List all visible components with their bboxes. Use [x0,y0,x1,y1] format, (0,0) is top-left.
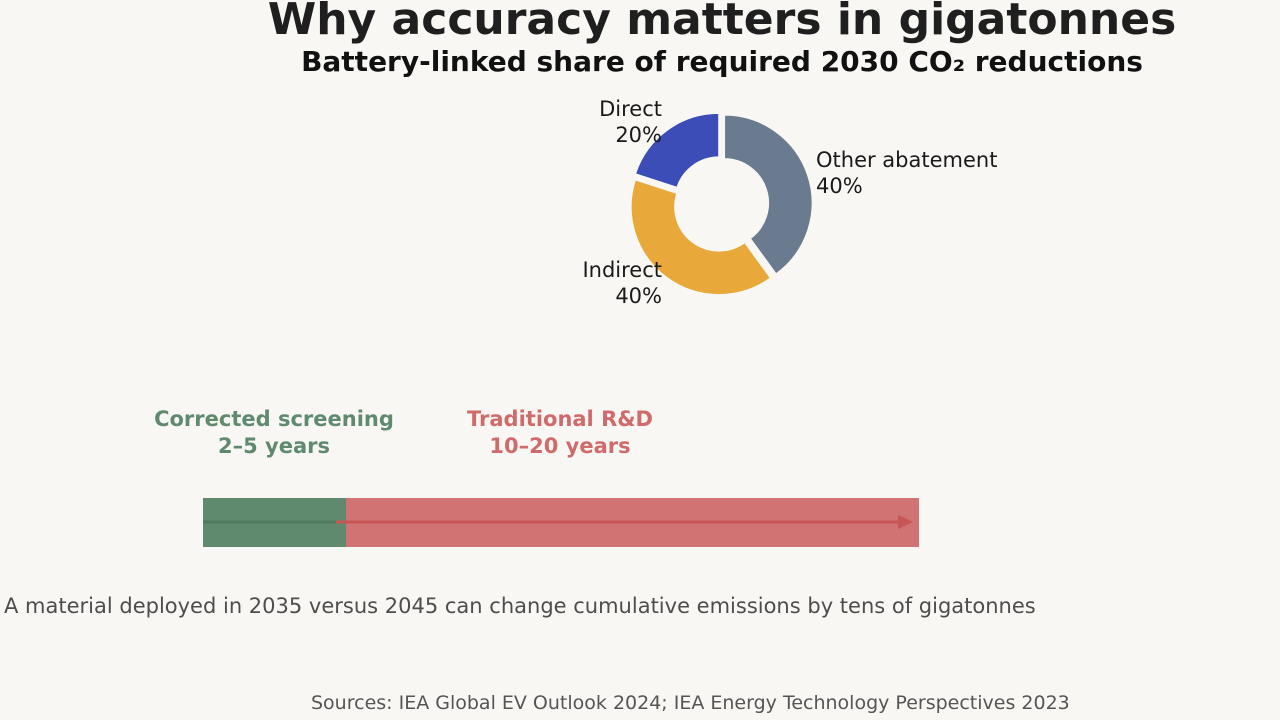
slice-label-direct: Direct 20% [599,96,662,148]
slice-label-other-abatement: Other abatement 40% [816,147,997,199]
timeline-name-traditional-rd: Traditional R&D [467,407,653,431]
timeline-range-traditional-rd: 10–20 years [489,434,631,458]
chart-title: Why accuracy matters in gigatonnes [267,0,1177,45]
donut-slice-indirect [630,178,772,296]
timeline-label-corrected-screening: Corrected screening 2–5 years [144,406,404,460]
timeline-bar-traditional-rd [346,498,919,547]
timeline-label-traditional-rd: Traditional R&D 10–20 years [440,406,680,460]
slice-value-direct: 20% [615,123,662,147]
slice-value-indirect: 40% [615,284,662,308]
timeline-bar-corrected-screening [203,498,346,547]
sources-note: Sources: IEA Global EV Outlook 2024; IEA… [311,692,1070,714]
slice-label-indirect: Indirect 40% [582,257,662,309]
slice-value-other-abatement: 40% [816,174,863,198]
slice-name-indirect: Indirect [582,258,662,282]
slice-name-direct: Direct [599,97,662,121]
donut-slice-other-abatement [723,114,814,276]
slice-name-other-abatement: Other abatement [816,148,998,172]
timeline-range-corrected-screening: 2–5 years [218,434,330,458]
chart-subtitle: Battery-linked share of required 2030 CO… [301,45,1143,78]
key-message: A material deployed in 2035 versus 2045 … [4,594,1036,618]
donut-slice-direct [634,112,720,189]
timeline-name-corrected-screening: Corrected screening [154,407,394,431]
